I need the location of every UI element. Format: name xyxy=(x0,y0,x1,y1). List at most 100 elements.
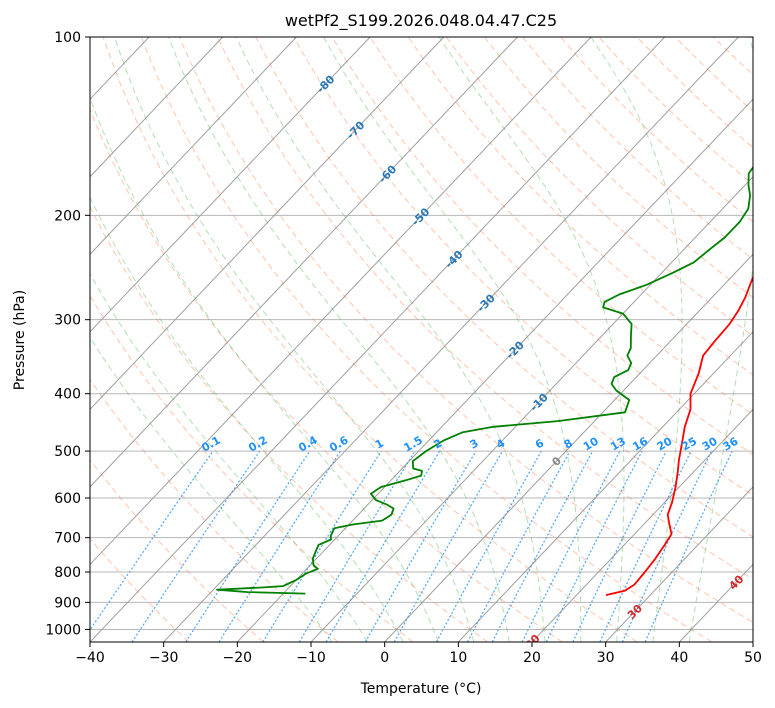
y-tick-label: 1000 xyxy=(45,622,81,638)
isotherm-line xyxy=(752,641,753,642)
dry-adiabat xyxy=(293,37,753,496)
y-tick-label: 600 xyxy=(54,491,81,507)
mixing-ratio-line xyxy=(185,450,311,642)
mixing-ratio-line xyxy=(393,450,504,642)
isotherm-line xyxy=(90,37,445,411)
moist-adiabat xyxy=(590,37,683,642)
isotherm-line xyxy=(90,37,592,566)
y-tick-label: 400 xyxy=(54,387,81,403)
y-tick-label: 100 xyxy=(54,30,81,46)
isotherm-line xyxy=(678,563,753,642)
mixing-ratio-line xyxy=(466,450,571,642)
dry-adiabat xyxy=(560,37,753,223)
dry-adiabat xyxy=(598,37,753,186)
isotherm-line xyxy=(90,37,224,178)
y-tick-label: 700 xyxy=(54,531,81,547)
dry-adiabat xyxy=(407,37,753,376)
dry-adiabat xyxy=(331,37,753,456)
isotherm-line xyxy=(0,37,2,642)
x-tick-label: 0 xyxy=(380,650,389,666)
dry-adiabat xyxy=(90,459,264,642)
profiles xyxy=(216,165,753,596)
y-axis-label: Pressure (hPa) xyxy=(12,290,28,390)
moist-adiabat xyxy=(235,37,546,642)
x-tick-label: 40 xyxy=(670,650,688,666)
isotherm-line xyxy=(163,37,739,642)
dry-adiabat xyxy=(140,37,712,642)
isotherm-line xyxy=(90,37,371,333)
plot-frame xyxy=(89,36,754,643)
mixing-ratio-label: 6 xyxy=(533,436,546,451)
x-tick-label: −40 xyxy=(75,650,105,666)
isobars xyxy=(90,37,753,630)
plot-area: 0.1 0.2 0.4 0.6 1 1.5 2 3 4 6 8 10 13 16 20 25 30 36-80-7… xyxy=(0,37,753,652)
x-tick-label: 50 xyxy=(744,650,762,666)
isotherm-label: 20 xyxy=(523,632,543,652)
y-tick-label: 500 xyxy=(54,444,81,460)
dry-adiabat xyxy=(636,37,753,149)
isotherm-line xyxy=(457,331,753,642)
mixing-ratio-line xyxy=(521,450,621,642)
mixing-ratio-label: 3 xyxy=(468,437,481,452)
dry-adiabat xyxy=(178,37,753,623)
dry-adiabat xyxy=(484,37,753,298)
isotherm-line xyxy=(531,408,753,642)
dry-adiabat xyxy=(90,108,563,642)
dry-adiabat xyxy=(522,37,753,260)
moist-adiabat xyxy=(90,272,369,642)
moist-adiabat xyxy=(438,37,625,642)
x-tick-label: −20 xyxy=(223,650,253,666)
mixing-ratio-line xyxy=(262,450,382,642)
dry-adiabats xyxy=(90,37,753,642)
moist-adiabat xyxy=(114,37,475,642)
x-tick-label: 20 xyxy=(523,650,541,666)
mixing-ratio-line xyxy=(644,450,733,642)
y-axis: 100 200 300 400 500 600 700 800 900 1000 xyxy=(45,30,90,638)
dewpoint-profile xyxy=(216,165,753,595)
dry-adiabat xyxy=(90,205,488,642)
dry-adiabat xyxy=(255,37,753,538)
y-tick-label: 900 xyxy=(54,595,81,611)
dry-adiabat xyxy=(90,378,339,642)
chart-title: wetPf2_S199.2026.048.04.47.C25 xyxy=(285,11,557,31)
dry-adiabat xyxy=(217,37,753,580)
dry-adiabat xyxy=(751,37,753,40)
moist-adiabat xyxy=(688,37,753,642)
mixing-ratio-line xyxy=(435,450,542,642)
isotherm-line xyxy=(384,253,753,642)
x-axis: −40 −30 −20 −10 0 10 20 30 40 50 xyxy=(75,642,762,666)
isotherm-line xyxy=(310,176,753,642)
mixing-ratio-line xyxy=(545,450,643,642)
mixing-ratio-line xyxy=(572,450,667,642)
moist-adiabat xyxy=(90,96,439,642)
mixing-ratio-line xyxy=(364,450,477,642)
mixing-ratio-label: 2 xyxy=(431,437,444,452)
moist-adiabat xyxy=(168,37,510,642)
mixing-ratio-label: 1 xyxy=(373,437,386,452)
temperature-profile xyxy=(605,274,753,596)
x-tick-label: 10 xyxy=(449,650,467,666)
x-tick-label: −10 xyxy=(296,650,326,666)
dry-adiabat xyxy=(102,37,638,642)
y-tick-label: 300 xyxy=(54,313,81,329)
dry-adiabat xyxy=(90,537,190,642)
y-tick-label: 200 xyxy=(54,208,81,224)
x-tick-label: −30 xyxy=(149,650,179,666)
isotherm-line xyxy=(90,37,297,256)
isotherm-line xyxy=(90,37,518,488)
dry-adiabat xyxy=(674,37,753,112)
isotherms xyxy=(0,37,753,642)
mixing-ratio-line xyxy=(599,450,692,642)
dry-adiabat xyxy=(369,37,753,415)
y-tick-label: 800 xyxy=(54,565,81,581)
dry-adiabat xyxy=(712,37,753,76)
x-tick-label: 30 xyxy=(597,650,615,666)
mixing-ratio-line xyxy=(90,450,214,631)
mixing-ratio-line xyxy=(298,450,416,642)
moist-adiabat xyxy=(90,196,404,642)
isotherm-line xyxy=(90,37,666,642)
moist-adiabat xyxy=(323,37,582,642)
x-axis-label: Temperature (°C) xyxy=(360,681,482,697)
mixing-ratio-line xyxy=(621,450,713,642)
